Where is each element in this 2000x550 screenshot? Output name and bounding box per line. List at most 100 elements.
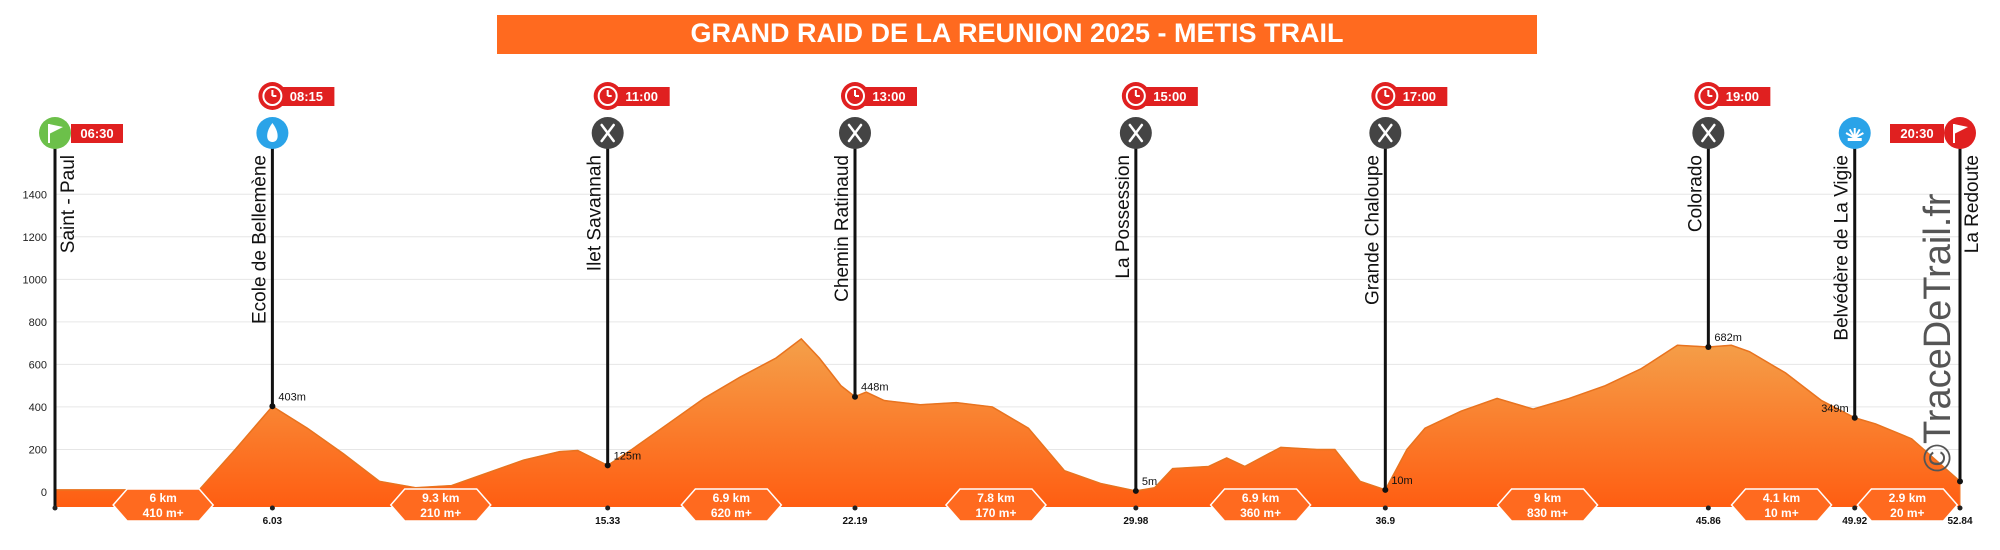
segment-distance: 9.3 km bbox=[422, 491, 459, 505]
km-dot bbox=[852, 505, 858, 511]
chart-title: GRAND RAID DE LA REUNION 2025 - METIS TR… bbox=[690, 18, 1343, 48]
viewpoint-icon bbox=[1838, 117, 1871, 149]
waypoint: Belvédère de La Vigie 349m bbox=[1821, 117, 1871, 421]
waypoint-name: Grande Chaloupe bbox=[1362, 155, 1383, 305]
time-rect bbox=[1137, 87, 1198, 106]
time-text: 11:00 bbox=[625, 89, 658, 104]
finish-flag-icon bbox=[1944, 117, 1976, 149]
icon-circle bbox=[39, 117, 71, 149]
y-tick-label: 1200 bbox=[23, 232, 47, 244]
icon-circle bbox=[1944, 117, 1976, 149]
segment-distance: 2.9 km bbox=[1889, 491, 1926, 505]
clock-icon bbox=[1125, 86, 1146, 106]
km-tick-label: 6.03 bbox=[263, 516, 283, 527]
segment-badge bbox=[680, 488, 783, 522]
waypoint: 20:30 La Redoute bbox=[1890, 117, 1983, 485]
waypoint-dot bbox=[1382, 486, 1389, 493]
segment-badge bbox=[389, 488, 492, 522]
segment-distance: 6.9 km bbox=[713, 491, 750, 505]
km-dot bbox=[605, 505, 611, 511]
waypoint-name: Ecole de Bellemène bbox=[249, 155, 270, 324]
waypoint-dot bbox=[1957, 478, 1963, 485]
km-tick-label: 22.19 bbox=[842, 516, 867, 527]
time-text: 20:30 bbox=[1900, 126, 1933, 141]
km-dot bbox=[52, 505, 58, 511]
km-tick-label: 49.92 bbox=[1842, 516, 1867, 527]
flag-cloth bbox=[49, 124, 63, 134]
knife-stroke bbox=[1128, 123, 1144, 143]
elevation-label: 448m bbox=[861, 382, 889, 394]
time-text: 15:00 bbox=[1153, 89, 1186, 104]
y-tick-label: 1400 bbox=[23, 189, 47, 201]
segment-distance: 9 km bbox=[1534, 491, 1561, 505]
segment-gain: 620 m+ bbox=[711, 506, 752, 520]
segment-badge bbox=[1496, 488, 1599, 522]
segment-gain: 830 m+ bbox=[1527, 506, 1568, 520]
time-badge: 06:30 bbox=[71, 124, 123, 143]
y-tick-label: 0 bbox=[41, 487, 47, 499]
waypoint-name: Belvédère de La Vigie bbox=[1832, 155, 1853, 341]
elevation-label: 10m bbox=[1391, 475, 1412, 487]
km-tick-label: 36.9 bbox=[1376, 516, 1396, 527]
time-text: 08:15 bbox=[290, 89, 323, 104]
km-dot bbox=[1133, 505, 1139, 511]
waypoint-name: Colorado bbox=[1685, 155, 1706, 232]
ground bbox=[1847, 138, 1862, 141]
time-badge: 15:00 bbox=[1121, 82, 1198, 110]
segment-badge bbox=[1730, 488, 1833, 522]
waypoint: 08:15 Ecole de Bellemène 403m bbox=[249, 82, 335, 410]
elevation-label: 125m bbox=[614, 450, 642, 462]
segment-distance: 6 km bbox=[149, 491, 176, 505]
segment-gain: 360 m+ bbox=[1240, 506, 1281, 520]
waypoint-name: Ilet Savannah bbox=[585, 155, 606, 271]
waypoint: 15:00 La Possession 5m bbox=[1113, 82, 1198, 494]
time-badge: 19:00 bbox=[1694, 82, 1771, 110]
waypoint-name: La Redoute bbox=[1962, 155, 1983, 253]
title-banner bbox=[497, 15, 1537, 54]
segment-gain: 210 m+ bbox=[420, 506, 461, 520]
y-axis: 0 200 400 600 800 1000 1200 1400 bbox=[23, 189, 47, 499]
segment-distance: 7.8 km bbox=[977, 491, 1014, 505]
waypoint-name: Chemin Ratinaud bbox=[832, 155, 853, 302]
segment-badge bbox=[1209, 488, 1312, 522]
food-icon bbox=[1692, 117, 1725, 149]
y-tick-label: 200 bbox=[29, 444, 47, 456]
waypoint-name: La Possession bbox=[1113, 155, 1134, 279]
elevation-label: 682m bbox=[1714, 332, 1742, 344]
waypoint: 17:00 Grande Chaloupe 10m bbox=[1362, 82, 1448, 493]
km-dot bbox=[1705, 505, 1711, 511]
clock-icon bbox=[262, 86, 283, 106]
waypoint: 19:00 Colorado 682m bbox=[1685, 82, 1771, 350]
y-tick-label: 1000 bbox=[23, 274, 47, 286]
water-drop-icon bbox=[256, 117, 289, 149]
time-text: 06:30 bbox=[80, 126, 113, 141]
time-badge: 17:00 bbox=[1371, 82, 1448, 110]
time-badge: 11:00 bbox=[593, 82, 670, 110]
waypoint-dot bbox=[1705, 343, 1712, 350]
knife-stroke bbox=[1378, 123, 1393, 143]
time-rect bbox=[71, 124, 123, 143]
time-rect bbox=[609, 87, 670, 106]
time-badge: 20:30 bbox=[1890, 124, 1944, 143]
segment-gain: 170 m+ bbox=[975, 506, 1016, 520]
waypoint-dot bbox=[604, 462, 611, 469]
segment-gain: 10 m+ bbox=[1764, 506, 1798, 520]
knife-stroke bbox=[847, 123, 863, 143]
waypoint: 11:00 Ilet Savannah 125m bbox=[585, 82, 670, 469]
clock-icon bbox=[1375, 86, 1396, 106]
elevation-label: 349m bbox=[1821, 403, 1849, 415]
km-tick-label: 29.98 bbox=[1123, 516, 1148, 527]
food-icon bbox=[838, 117, 871, 149]
food-icon bbox=[591, 117, 624, 149]
waypoint: 13:00 Chemin Ratinaud 448m bbox=[832, 82, 917, 400]
elevation-label: 403m bbox=[278, 391, 306, 403]
time-text: 19:00 bbox=[1726, 89, 1759, 104]
waypoint-dot bbox=[269, 403, 276, 410]
time-rect bbox=[1387, 87, 1448, 106]
